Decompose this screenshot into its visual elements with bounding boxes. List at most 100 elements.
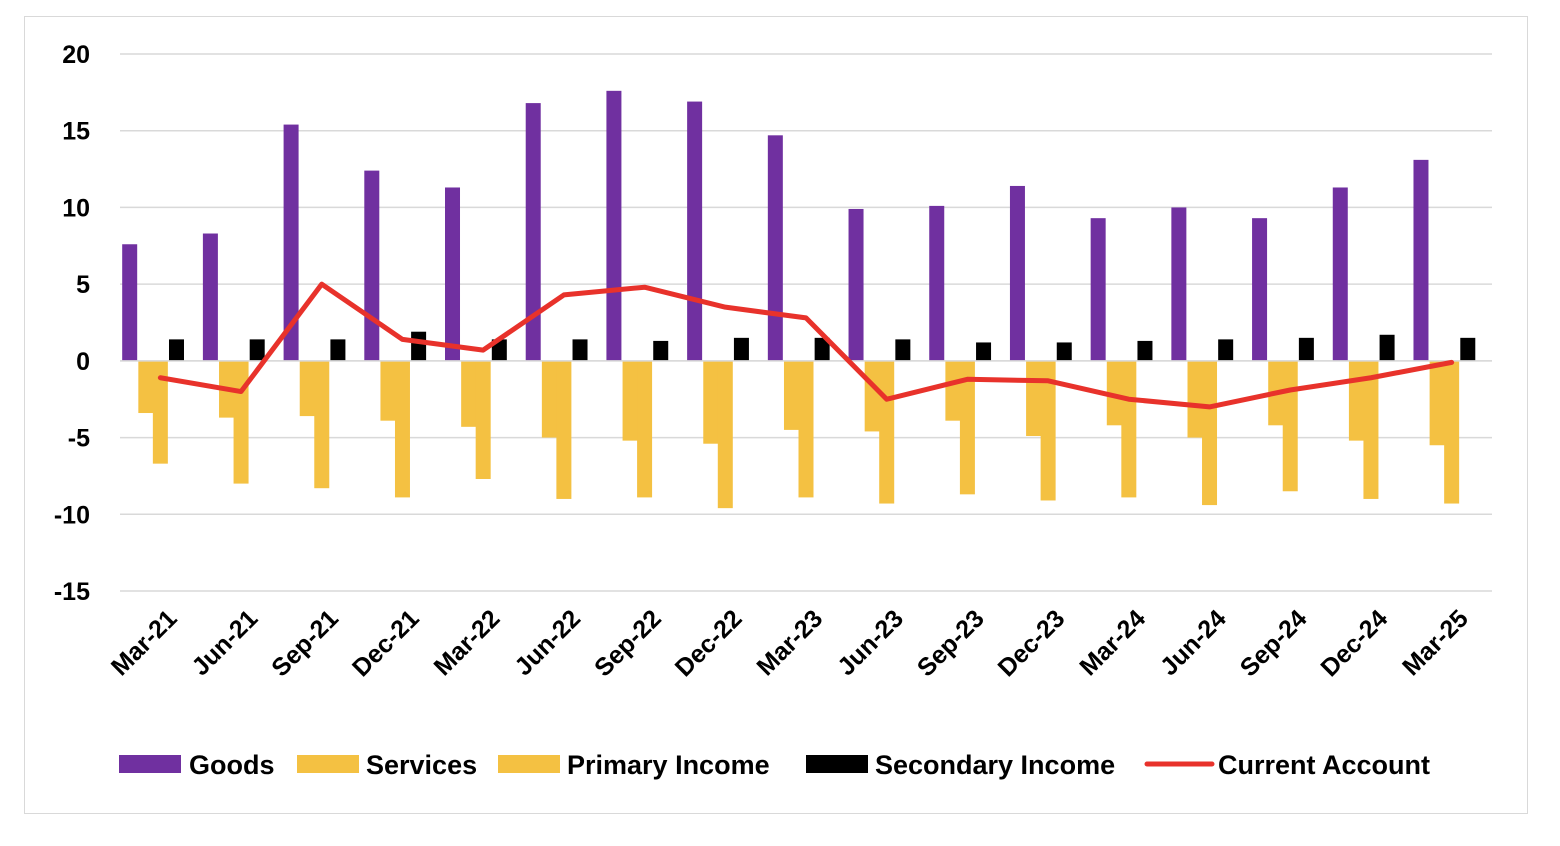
y-tick-label: 10	[62, 194, 90, 222]
legend-swatch-primary-income	[498, 755, 560, 773]
y-tick-label: 0	[76, 348, 90, 376]
legend-swatch-secondary-income	[806, 755, 868, 773]
bar-goods	[848, 208, 864, 361]
bar-primary-income	[1363, 360, 1379, 499]
bar-services	[783, 360, 799, 430]
x-tick-label: Dec-22	[670, 604, 748, 682]
legend-swatch-services	[297, 755, 359, 773]
bar-goods	[525, 103, 541, 361]
bar-goods	[1332, 187, 1348, 361]
bar-services	[864, 360, 880, 432]
x-tick-label: Sep-21	[266, 604, 344, 682]
bar-goods	[445, 187, 461, 361]
bar-services	[1187, 360, 1203, 438]
bar-primary-income	[879, 360, 895, 504]
x-tick-label: Jun-23	[832, 604, 909, 681]
x-tick-label: Mar-23	[751, 604, 828, 681]
bar-primary-income	[1202, 360, 1218, 506]
bar-goods	[1009, 185, 1025, 361]
line-series	[157, 281, 1455, 410]
bar-goods	[202, 233, 218, 361]
y-axis: 20 15 10 5 0 -5 -10 -15	[54, 41, 90, 606]
bar-primary-income	[1121, 360, 1137, 498]
bar-goods	[1252, 218, 1268, 361]
bar-secondary-income	[168, 339, 184, 361]
bar-goods	[929, 205, 945, 361]
bar-primary-income	[798, 360, 814, 498]
bar-secondary-income	[330, 339, 346, 361]
x-tick-label: Jun-21	[187, 604, 264, 681]
x-tick-label: Dec-23	[993, 604, 1071, 682]
bar-services	[945, 360, 961, 421]
legend: Goods Services Primary Income Secondary Inc…	[119, 750, 1430, 780]
x-tick-label: Mar-25	[1397, 604, 1474, 681]
legend-swatch-goods	[119, 755, 181, 773]
bar-secondary-income	[572, 339, 588, 361]
bar-services	[138, 360, 154, 414]
bar-goods	[687, 101, 703, 361]
bar-services	[1429, 360, 1445, 446]
bar-primary-income	[394, 360, 410, 498]
bar-services	[1026, 360, 1042, 437]
bar-secondary-income	[653, 340, 669, 361]
x-tick-label: Dec-24	[1315, 604, 1393, 682]
bar-secondary-income	[814, 337, 830, 361]
bar-primary-income	[556, 360, 572, 499]
bar-secondary-income	[491, 339, 507, 361]
x-tick-label: Mar-24	[1074, 604, 1151, 681]
bar-secondary-income	[976, 342, 992, 361]
bar-secondary-income	[1218, 339, 1234, 361]
bar-services	[622, 360, 638, 441]
bar-goods	[122, 244, 138, 361]
bar-primary-income	[475, 360, 491, 479]
legend-label-secondary-income: Secondary Income	[875, 750, 1115, 780]
bar-primary-income	[233, 360, 249, 484]
x-tick-label: Mar-22	[429, 604, 506, 681]
x-tick-label: Jun-22	[509, 604, 586, 681]
bar-goods	[1090, 218, 1106, 361]
bar-services	[703, 360, 719, 444]
line-current-account	[157, 281, 1455, 410]
bar-services	[541, 360, 557, 438]
bar-goods	[1171, 207, 1187, 361]
bar-primary-income	[1444, 360, 1460, 504]
bar-services	[461, 360, 477, 427]
y-tick-label: 5	[76, 271, 90, 299]
bar-secondary-income	[411, 331, 427, 361]
bar-services	[380, 360, 396, 421]
bar-secondary-income	[895, 339, 911, 361]
grid	[120, 53, 1492, 592]
x-tick-label: Sep-23	[912, 604, 990, 682]
bar-primary-income	[717, 360, 733, 509]
bar-secondary-income	[1460, 337, 1476, 361]
bar-goods	[606, 90, 622, 361]
bar-goods	[283, 124, 299, 361]
legend-label-current-account: Current Account	[1218, 750, 1430, 780]
bar-secondary-income	[1137, 340, 1153, 361]
x-tick-label: Sep-24	[1235, 604, 1313, 682]
y-tick-label: -15	[54, 578, 90, 606]
bar-secondary-income	[1379, 334, 1395, 361]
bar-primary-income	[637, 360, 653, 498]
bar-primary-income	[152, 360, 168, 464]
x-axis: Mar-21 Jun-21 Sep-21 Dec-21 Mar-22 Jun-22 Sep-…	[106, 604, 1474, 682]
bar-primary-income	[314, 360, 330, 489]
bar-primary-income	[1282, 360, 1298, 492]
bar-secondary-income	[1298, 337, 1314, 361]
legend-label-services: Services	[366, 750, 477, 780]
legend-label-goods: Goods	[189, 750, 275, 780]
y-tick-label: 15	[62, 118, 90, 146]
x-tick-label: Dec-21	[347, 604, 425, 682]
bar-services	[1348, 360, 1364, 441]
bars	[122, 90, 1476, 509]
bar-primary-income	[959, 360, 975, 495]
bar-goods	[364, 170, 380, 361]
y-tick-label: 20	[62, 41, 90, 69]
y-tick-label: -10	[54, 501, 90, 529]
y-tick-label: -5	[68, 425, 90, 453]
x-tick-label: Mar-21	[106, 604, 183, 681]
legend-label-primary-income: Primary Income	[567, 750, 770, 780]
bar-goods	[1413, 159, 1429, 361]
x-tick-label: Jun-24	[1155, 604, 1232, 681]
